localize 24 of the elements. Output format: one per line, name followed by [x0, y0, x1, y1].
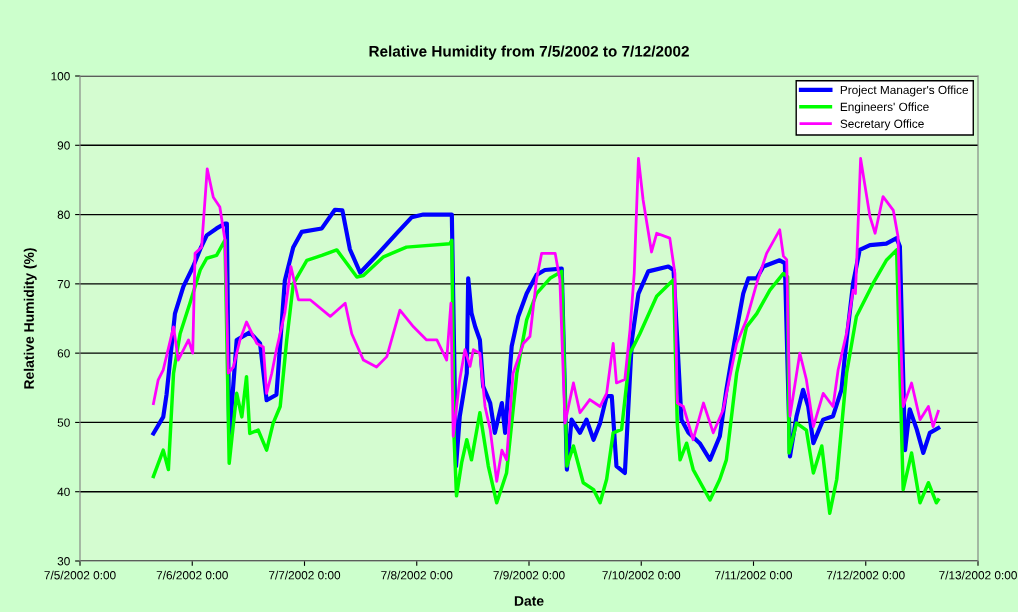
y-tick-label: 100	[51, 72, 70, 81]
y-tick-label: 40	[57, 487, 70, 497]
chart-title: Relative Humidity from 7/5/2002 to 7/12/2002	[369, 45, 689, 60]
legend-label: Engineers' Office	[840, 102, 929, 114]
y-tick-label: 30	[57, 557, 70, 566]
legend-label: Project Manager's Office	[840, 85, 969, 97]
y-tick-label: 60	[57, 349, 70, 358]
x-tick-label: 7/10/2002 0:00	[602, 570, 681, 580]
y-tick-label: 50	[57, 418, 70, 427]
y-axis-title: Relative Humidity (%)	[23, 248, 37, 389]
x-axis-title: Date	[514, 596, 544, 606]
x-tick-label: 7/9/2002 0:00	[493, 570, 565, 580]
x-tick-label: 7/7/2002 0:00	[269, 570, 341, 580]
y-tick-label: 90	[57, 141, 70, 150]
x-tick-label: 7/12/2002 0:00	[826, 570, 905, 580]
x-tick-label: 7/8/2002 0:00	[381, 570, 453, 580]
legend-label: Secretary Office	[840, 119, 924, 131]
line-series	[152, 157, 940, 483]
y-tick-label: 70	[57, 279, 70, 289]
x-tick-label: 7/11/2002 0:00	[715, 570, 792, 580]
x-tick-label: 7/13/2002 0:00	[939, 570, 1017, 580]
x-tick-label: 7/6/2002 0:00	[156, 570, 228, 580]
y-tick-label: 80	[57, 210, 70, 219]
x-tick-label: 7/5/2002 0:00	[44, 570, 116, 580]
